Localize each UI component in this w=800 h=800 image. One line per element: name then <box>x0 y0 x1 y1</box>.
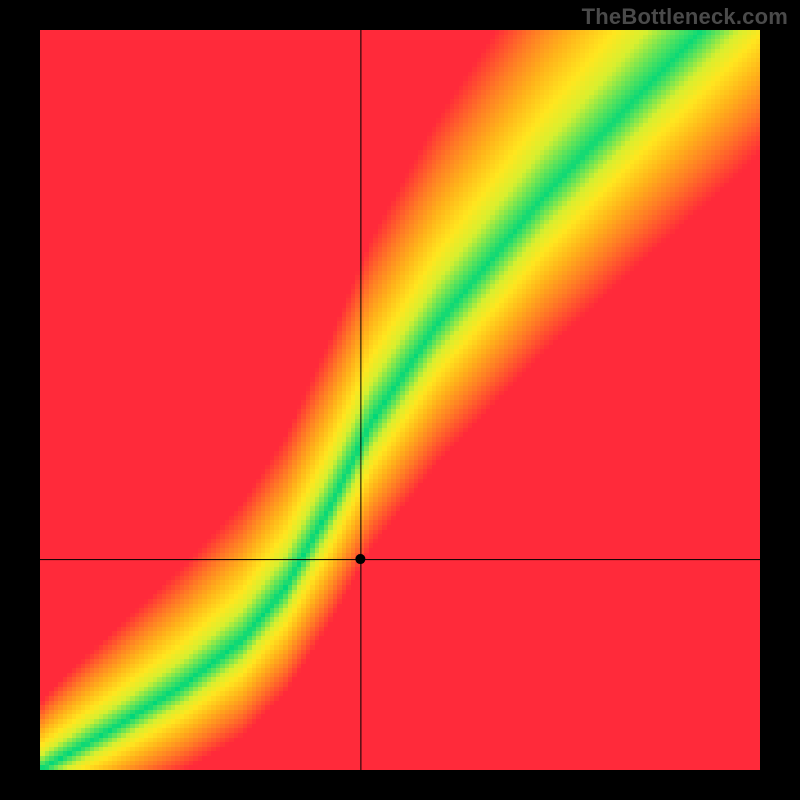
bottleneck-heatmap <box>0 0 800 800</box>
watermark-text: TheBottleneck.com <box>582 4 788 30</box>
